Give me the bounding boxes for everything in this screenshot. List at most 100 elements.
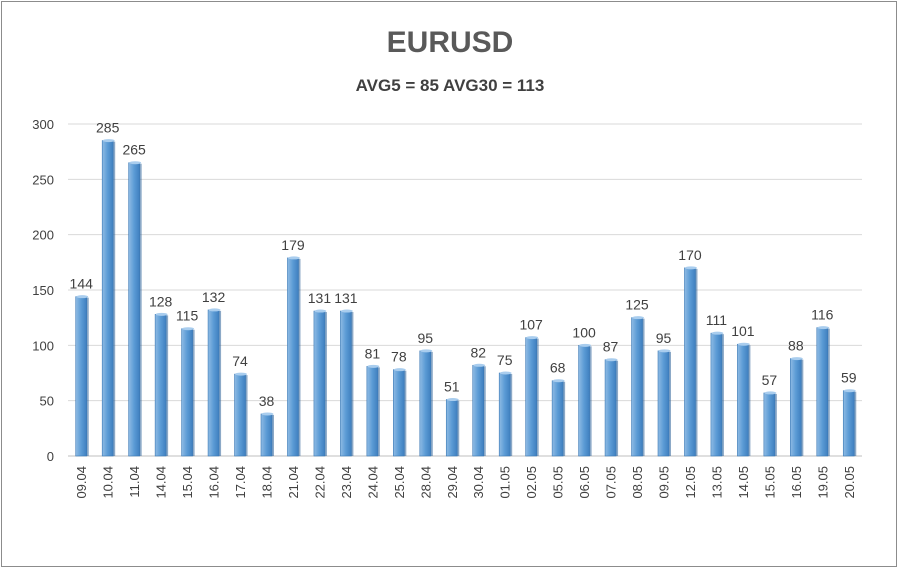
bar (551, 380, 564, 457)
y-tick-label: 250 (32, 172, 54, 187)
data-label: 128 (149, 293, 173, 309)
x-tick-label: 16.04 (207, 466, 222, 499)
bar (763, 392, 776, 457)
x-tick-label: 17.04 (233, 466, 248, 499)
bar-cap (208, 308, 221, 312)
bar-cap (790, 357, 803, 361)
bar-cap (552, 379, 565, 383)
bar (525, 337, 537, 457)
x-tick-label: 24.04 (365, 466, 380, 499)
data-label: 74 (232, 353, 248, 369)
x-tick-label: 12.05 (683, 466, 698, 499)
y-tick-label: 100 (32, 338, 54, 353)
data-label: 170 (678, 247, 702, 263)
bar (207, 309, 220, 457)
data-label: 82 (470, 344, 486, 360)
x-tick-label: 07.05 (604, 466, 619, 499)
y-tick-label: 300 (32, 117, 54, 132)
x-tick-label: 30.04 (471, 466, 486, 499)
bar-cap (314, 309, 327, 313)
bar (604, 359, 617, 457)
data-label: 81 (365, 345, 381, 361)
bar (631, 317, 643, 457)
bar-cap (843, 389, 856, 393)
data-label: 101 (731, 323, 755, 339)
bar (419, 350, 432, 457)
bar (313, 310, 326, 457)
bar (260, 413, 273, 457)
bar (181, 328, 193, 457)
x-tick-label: 06.05 (577, 466, 592, 499)
data-label: 111 (706, 312, 727, 328)
data-label: 88 (788, 338, 804, 354)
bar (445, 399, 458, 457)
bar-cap (658, 349, 671, 353)
x-tick-label: 05.05 (551, 466, 566, 499)
bar (234, 373, 246, 457)
data-label: 75 (497, 352, 513, 368)
x-tick-label: 18.04 (260, 466, 275, 499)
data-label: 131 (334, 290, 358, 306)
bar-cap (129, 161, 142, 165)
x-tick-label: 20.05 (842, 466, 857, 499)
x-tick-label: 11.04 (127, 466, 142, 498)
data-label: 132 (202, 289, 226, 305)
bar (366, 366, 379, 457)
data-label: 265 (122, 142, 146, 158)
bar-cap (102, 139, 115, 143)
bar-cap (287, 256, 300, 260)
bar (657, 350, 670, 457)
x-tick-label: 19.05 (815, 466, 830, 499)
bars (75, 139, 857, 457)
gridlines (68, 123, 862, 457)
bar-cap (76, 295, 89, 299)
bar (101, 140, 114, 457)
bar (128, 162, 140, 457)
bar (684, 267, 696, 457)
bar-cap (473, 363, 486, 367)
bar-cap (737, 342, 750, 346)
data-label: 144 (70, 276, 94, 292)
bar (287, 257, 299, 457)
bar-cap (340, 309, 353, 313)
data-label: 87 (603, 339, 619, 355)
bar (340, 310, 352, 457)
x-tick-label: 25.04 (392, 466, 407, 499)
x-tick-label: 15.04 (180, 466, 195, 499)
bar-cap (367, 364, 380, 368)
bar (737, 343, 749, 457)
data-label: 78 (391, 349, 407, 365)
x-axis: 09.04 10.04 11.04 14.04 15.04 16.04 17.04 18.04… (74, 466, 857, 499)
x-tick-label: 02.05 (524, 466, 539, 499)
x-tick-label: 22.04 (312, 466, 327, 499)
bar-cap (605, 358, 618, 362)
data-label: 115 (176, 308, 199, 324)
data-label: 107 (519, 317, 543, 333)
x-tick-label: 23.04 (339, 466, 354, 499)
x-tick-label: 15.05 (762, 466, 777, 499)
data-label: 100 (572, 324, 596, 340)
y-tick-label: 50 (40, 394, 54, 409)
data-label: 38 (259, 393, 275, 409)
data-label: 95 (418, 330, 434, 346)
bar-cap (446, 398, 459, 402)
x-tick-label: 21.04 (286, 466, 301, 499)
bar-cap (526, 336, 539, 340)
bar (842, 390, 855, 457)
chart-title: EURUSD (386, 26, 514, 59)
data-label: 125 (625, 297, 649, 313)
bar-cap (817, 326, 830, 330)
x-tick-label: 28.04 (418, 466, 433, 499)
x-tick-label: 10.04 (101, 466, 116, 499)
data-label: 68 (550, 360, 566, 376)
bar (393, 369, 405, 457)
data-label: 285 (96, 120, 120, 136)
bar-cap (632, 316, 645, 320)
data-label: 116 (811, 307, 834, 323)
x-tick-label: 08.05 (630, 466, 645, 499)
bar (472, 364, 485, 457)
x-tick-label: 14.04 (154, 466, 169, 499)
